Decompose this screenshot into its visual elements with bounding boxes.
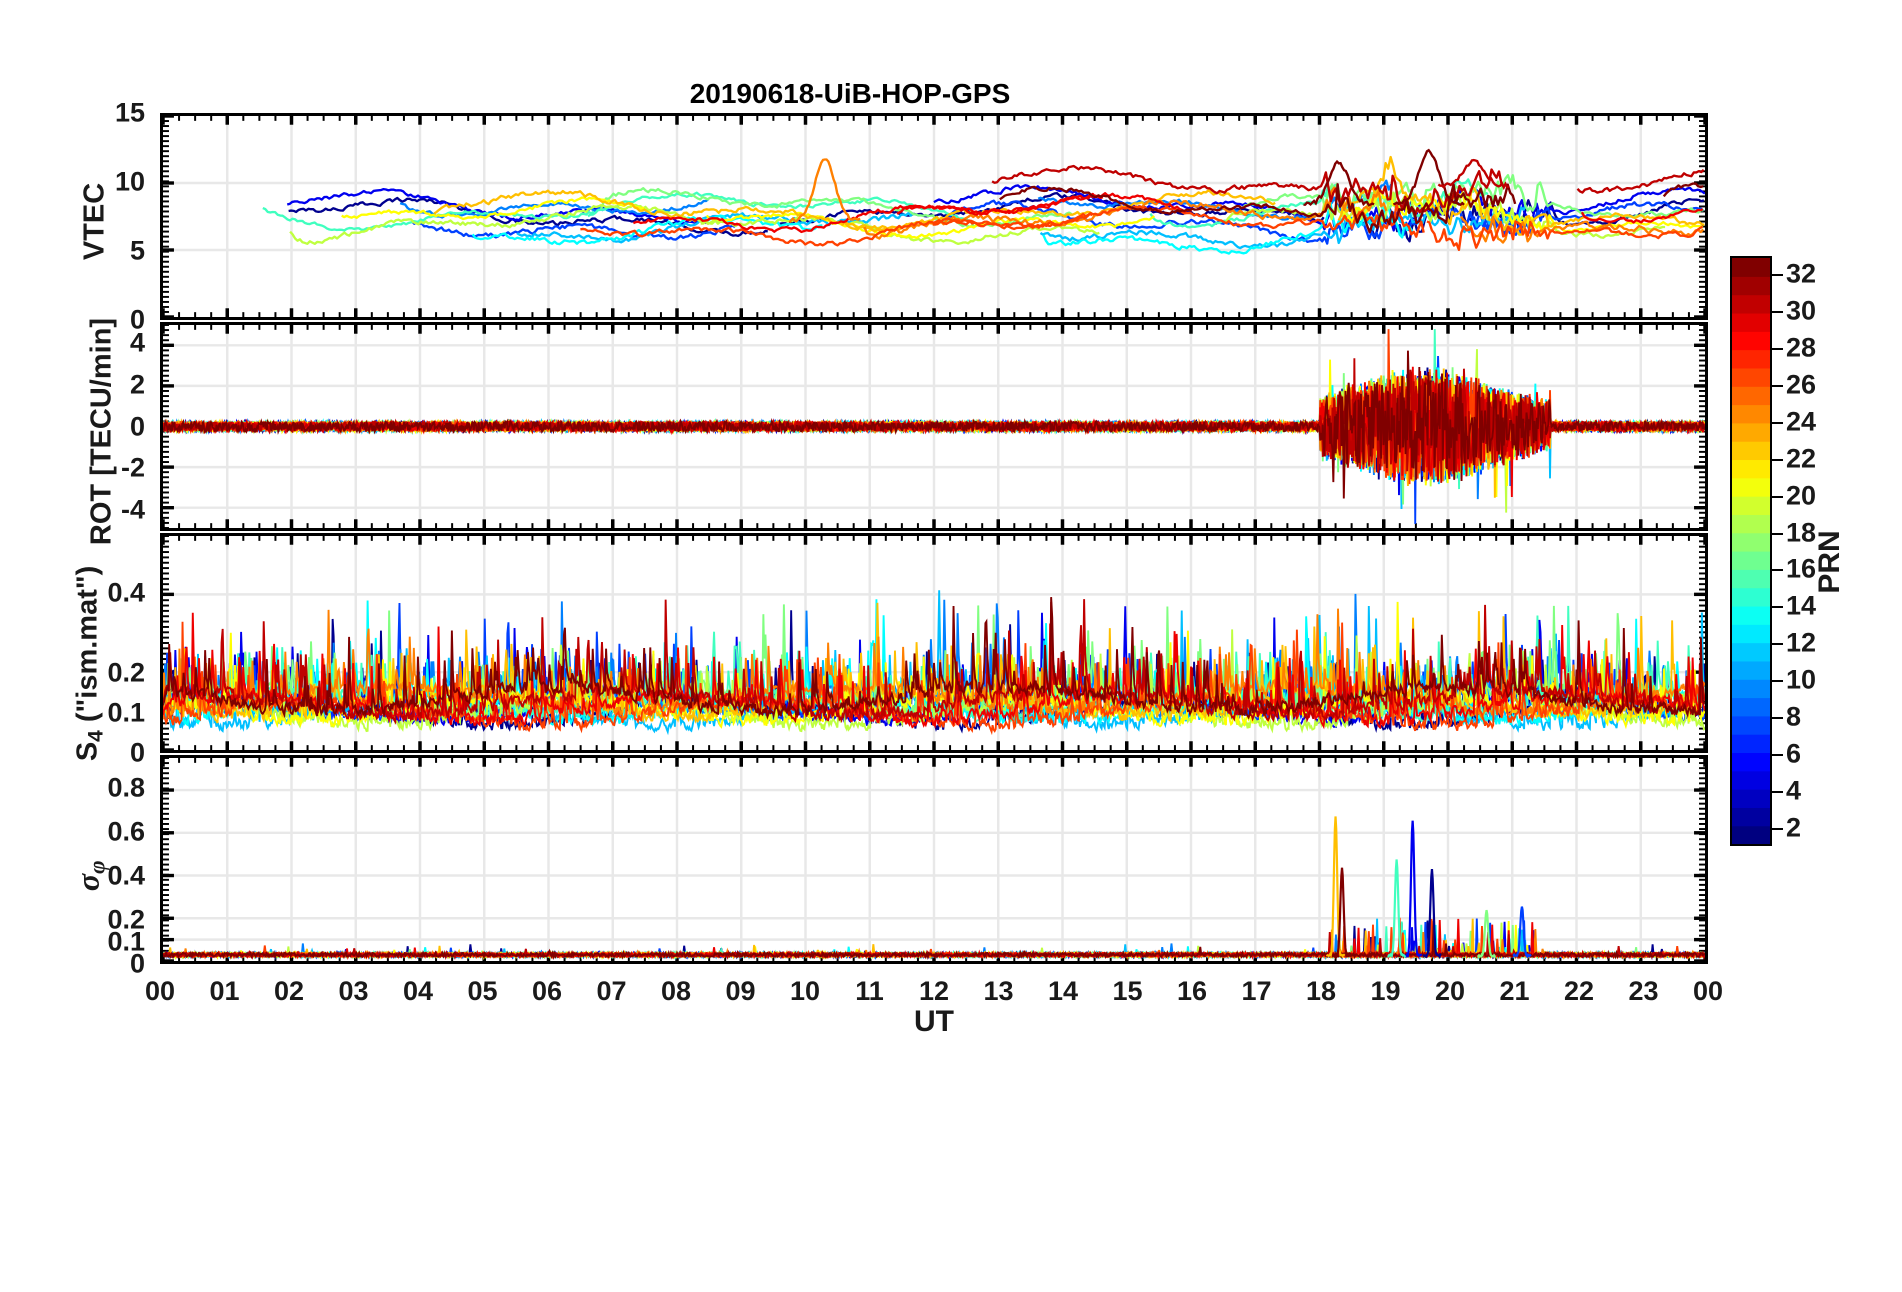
figure-title: 20190618-UiB-HOP-GPS <box>689 78 1011 109</box>
colorbar[interactable] <box>1730 256 1772 846</box>
xtick-label: 11 <box>855 976 884 1006</box>
ytick-rot: -4 <box>120 494 145 525</box>
xtick-label: 17 <box>1241 976 1272 1006</box>
ytick-rot: 0 <box>129 411 145 441</box>
vtec-plot-area <box>163 116 1705 317</box>
colorbar-tick-mark <box>1772 790 1783 793</box>
colorbar-tick-mark <box>1772 643 1783 646</box>
ytick-s4: 0.4 <box>107 577 145 608</box>
s4-plot-area <box>163 536 1705 750</box>
colorbar-tick-mark <box>1772 569 1783 572</box>
colorbar-tick-mark <box>1772 421 1783 424</box>
xtick-label: 10 <box>789 976 821 1006</box>
xtick-label: 07 <box>596 976 627 1006</box>
xtick-label: 01 <box>209 976 240 1006</box>
x-axis-label: UT <box>914 1005 954 1038</box>
colorbar-tick-mark <box>1772 458 1783 461</box>
colorbar-tick-label: 20 <box>1786 480 1817 511</box>
colorbar-tick-label: 32 <box>1786 258 1817 289</box>
colorbar-gradient <box>1732 258 1770 844</box>
ytick-rot: 2 <box>129 369 145 400</box>
panel-sigma-phi <box>160 755 1708 964</box>
panel-rot <box>160 322 1708 531</box>
colorbar-tick-label: 26 <box>1786 369 1817 400</box>
colorbar-tick-label: 24 <box>1786 406 1817 437</box>
colorbar-tick-label: 4 <box>1786 775 1802 806</box>
colorbar-tick-mark <box>1772 606 1783 609</box>
colorbar-tick-mark <box>1772 532 1783 535</box>
xtick-label: 09 <box>725 976 756 1006</box>
colorbar-tick-mark <box>1772 680 1783 683</box>
colorbar-tick-mark <box>1772 385 1783 388</box>
sigma-phi-plot-area <box>163 758 1705 961</box>
colorbar-tick-mark <box>1772 495 1783 498</box>
colorbar-tick-label: 8 <box>1786 701 1802 732</box>
ytick-sigma-phi: 0.8 <box>107 772 145 803</box>
panel-s4 <box>160 533 1708 753</box>
xtick-label: 00 <box>144 976 176 1006</box>
xtick-label: 00 <box>1692 976 1724 1006</box>
xtick-label: 12 <box>918 976 950 1006</box>
colorbar-tick-label: 18 <box>1786 517 1817 548</box>
xtick-label: 05 <box>467 976 498 1006</box>
xtick-label: 04 <box>402 976 434 1006</box>
xtick-label: 03 <box>338 976 369 1006</box>
xtick-label: 18 <box>1305 976 1337 1006</box>
ytick-vtec: 5 <box>129 235 145 266</box>
ytick-sigma-phi: 0.6 <box>107 816 145 847</box>
ytick-sigma-phi: 0 <box>129 948 145 979</box>
ytick-sigma-phi: 0.2 <box>107 904 145 935</box>
colorbar-tick-label: 2 <box>1786 812 1802 843</box>
ytick-s4: 0.2 <box>107 657 145 688</box>
xtick-label: 20 <box>1434 976 1466 1006</box>
xtick-label: 06 <box>531 976 563 1006</box>
colorbar-tick-mark <box>1772 274 1783 277</box>
ytick-vtec: 0 <box>129 304 145 335</box>
xtick-label: 13 <box>983 976 1014 1006</box>
colorbar-tick-mark <box>1772 311 1783 314</box>
colorbar-label: PRN <box>1813 530 1846 594</box>
xtick-label: 19 <box>1370 976 1401 1006</box>
ytick-sigma-phi: 0.1 <box>107 926 145 957</box>
xtick-label: 14 <box>1047 976 1079 1006</box>
colorbar-tick-label: 22 <box>1786 443 1817 474</box>
xtick-label: 08 <box>660 976 692 1006</box>
colorbar-tick-label: 30 <box>1786 295 1817 326</box>
ytick-vtec: 10 <box>114 166 145 197</box>
colorbar-tick-label: 10 <box>1786 664 1817 695</box>
colorbar-tick-mark <box>1772 716 1783 719</box>
xtick-label: 02 <box>273 976 305 1006</box>
colorbar-tick-mark <box>1772 827 1783 830</box>
colorbar-tick-mark <box>1772 348 1783 351</box>
xtick-label: 22 <box>1563 976 1595 1006</box>
colorbar-tick-label: 12 <box>1786 627 1817 658</box>
colorbar-tick-label: 28 <box>1786 332 1817 363</box>
rot-plot-area <box>163 325 1705 528</box>
ytick-vtec: 15 <box>114 97 145 128</box>
xtick-label: 23 <box>1628 976 1659 1006</box>
ytick-s4: 0 <box>129 737 145 768</box>
colorbar-tick-label: 6 <box>1786 738 1802 769</box>
xtick-label: 21 <box>1499 976 1530 1006</box>
colorbar-tick-mark <box>1772 753 1783 756</box>
panel-vtec <box>160 113 1708 320</box>
colorbar-tick-label: 14 <box>1786 590 1817 621</box>
xtick-label: 15 <box>1112 976 1143 1006</box>
xtick-label: 16 <box>1176 976 1208 1006</box>
ytick-sigma-phi: 0.4 <box>107 860 145 891</box>
ytick-s4: 0.1 <box>107 697 145 728</box>
ytick-rot: 4 <box>129 327 145 358</box>
colorbar-tick-label: 16 <box>1786 553 1817 584</box>
ytick-rot: -2 <box>120 452 145 483</box>
